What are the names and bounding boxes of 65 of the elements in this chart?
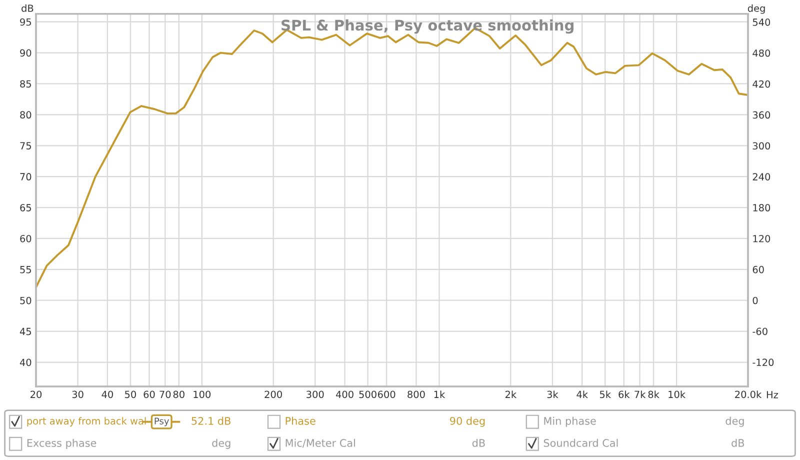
chart-title: SPL & Phase, Psy octave smoothing: [282, 19, 574, 34]
x-tick-label: 3k: [547, 390, 558, 398]
text: 52.1 dB: [192, 416, 230, 425]
y2-tick-label: 0: [752, 296, 758, 304]
y-tick-label: 50: [20, 296, 32, 304]
text: Mic/Meter Cal: [286, 438, 355, 448]
text: Phase: [286, 416, 316, 425]
x-tick-label: 10k: [668, 390, 686, 398]
y2-tick-label: 60: [752, 266, 764, 274]
x-tick-label: 300: [306, 390, 324, 398]
x-tick-label: 5k: [600, 390, 611, 398]
text: Excess phase: [27, 438, 96, 449]
y2-tick-label: 240: [752, 173, 770, 180]
text: dB: [472, 438, 485, 447]
x-tick-label: 100: [194, 390, 211, 398]
x-tick-label: 1k: [434, 390, 446, 398]
text: Psy: [154, 418, 169, 426]
x-tick-label: 80: [173, 390, 184, 398]
x-tick-label: 70: [160, 390, 171, 398]
text: deg: [212, 438, 230, 449]
x-tick-label: 40: [102, 390, 113, 398]
x-tick-label: 30: [72, 390, 84, 398]
text: 90 deg: [450, 416, 485, 427]
text: dB: [732, 438, 744, 447]
y-tick-label: 90: [20, 49, 32, 57]
x-tick-label: 4k: [576, 390, 588, 398]
x-tick-label: 60: [144, 390, 155, 398]
y-axis-title: dB: [22, 4, 34, 12]
y2-tick-label: 180: [753, 204, 770, 212]
y2-tick-label: 300: [752, 142, 770, 150]
y-tick-label: 55: [20, 266, 31, 274]
y-tick-label: 40: [20, 358, 32, 366]
x-tick-label: 500: [359, 390, 376, 398]
y-tick-label: 75: [20, 142, 31, 150]
x-tick-label: 6k: [618, 390, 630, 398]
y-tick-label: 60: [20, 234, 32, 242]
text: port away from back wal: [27, 417, 146, 427]
y-tick-label: 85: [20, 80, 31, 88]
text: deg: [726, 416, 744, 427]
y-tick-label: 80: [20, 111, 32, 119]
y2-tick-label: -60: [752, 328, 768, 336]
y2-tick-label: 360: [752, 111, 770, 119]
x-tick-label: 20: [30, 390, 42, 398]
text: Min phase: [544, 416, 596, 427]
x-axis-title: Hz: [766, 391, 778, 398]
y-tick-label: 95: [20, 18, 31, 26]
y2-tick-label: 120: [753, 234, 770, 242]
x-tick-label: 20.0k: [735, 390, 762, 398]
y-tick-label: 45: [20, 328, 31, 336]
y-tick-label: 65: [20, 204, 31, 212]
y2-tick-label: -120: [752, 358, 774, 366]
y2-axis-title: deg: [748, 4, 765, 14]
y2-tick-label: 420: [752, 80, 770, 88]
x-tick-label: 7k: [634, 390, 646, 398]
x-tick-label: 600: [378, 390, 396, 398]
x-tick-label: 200: [264, 390, 282, 398]
y2-tick-label: 540: [752, 18, 770, 26]
y2-tick-label: 480: [752, 49, 770, 57]
y-tick-label: 70: [20, 173, 32, 180]
text: Soundcard Cal: [544, 438, 618, 447]
x-tick-label: 2k: [505, 390, 517, 398]
x-tick-label: 800: [408, 390, 425, 398]
x-tick-label: 8k: [648, 390, 660, 398]
x-tick-label: 400: [336, 390, 354, 398]
x-tick-label: 50: [125, 390, 136, 398]
